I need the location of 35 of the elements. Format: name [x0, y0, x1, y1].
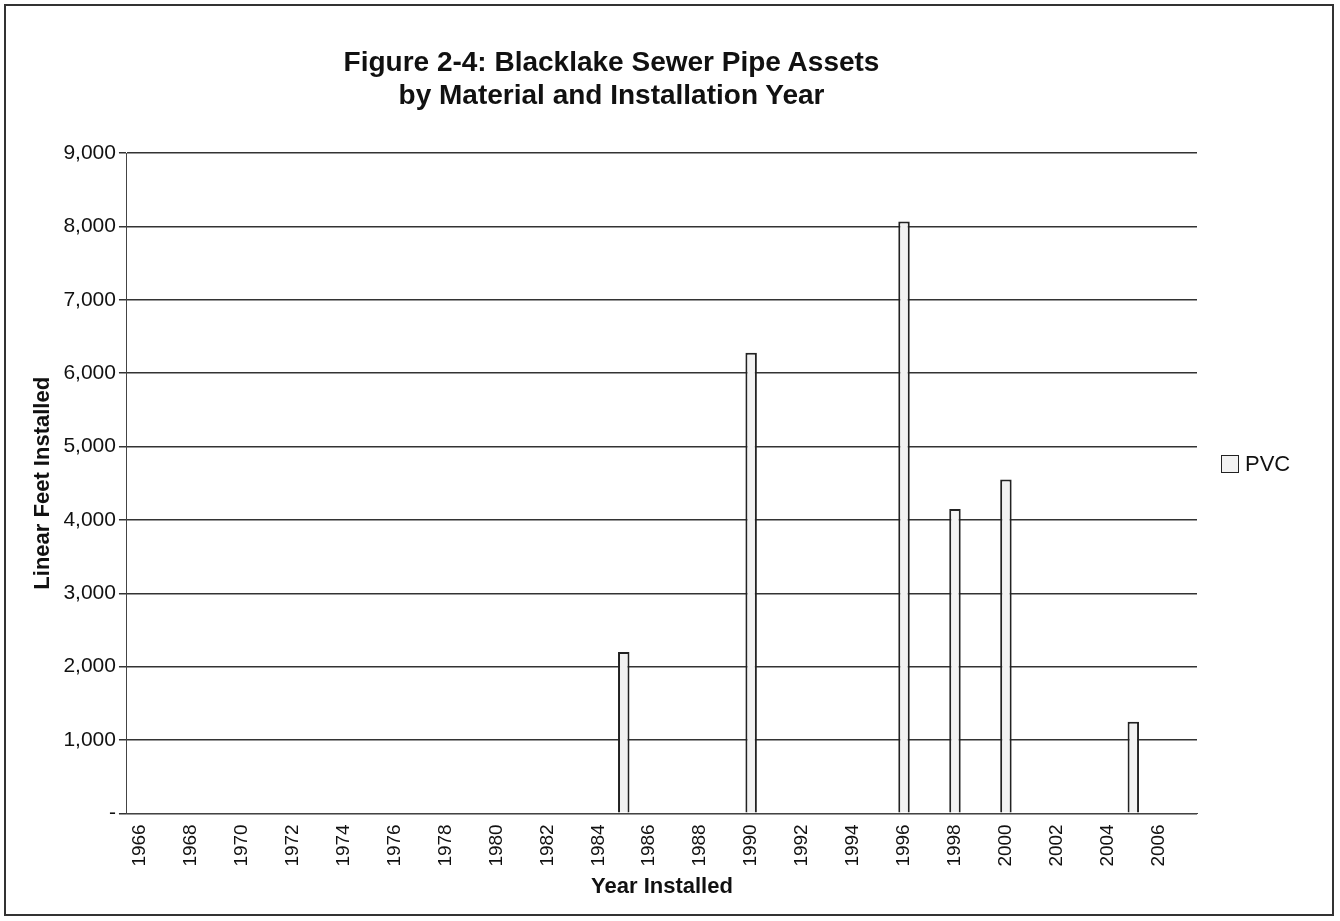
- text: PVC: [1245, 451, 1291, 477]
- x-tick-label: 1982: [535, 824, 557, 867]
- x-tick-label: 1988: [688, 824, 710, 867]
- y-tick-label: 8,000: [63, 213, 116, 237]
- y-tick-label: 5,000: [63, 433, 116, 457]
- x-tick-label: 1968: [178, 824, 200, 867]
- x-tick-label: 2004: [1096, 823, 1118, 867]
- x-tick-label: 1978: [433, 824, 455, 867]
- y-tick-label: 3,000: [63, 580, 116, 604]
- x-tick-label: 2006: [1147, 824, 1169, 867]
- x-tick-label: 1984: [586, 823, 608, 867]
- x-tick-label: 1990: [739, 824, 761, 867]
- x-tick-label: 1996: [892, 824, 914, 867]
- x-axis-title: Year Installed: [591, 872, 733, 898]
- y-tick-label: 9,000: [63, 140, 116, 163]
- x-tick-label: 1966: [127, 824, 149, 867]
- x-tick-label: 1970: [229, 824, 251, 867]
- y-tick-label: 7,000: [63, 286, 116, 310]
- x-tick-label: 2002: [1045, 824, 1067, 867]
- x-tick-label: 1986: [637, 824, 659, 867]
- x-tick-label: 1974: [331, 823, 353, 867]
- y-tick-label: 6,000: [63, 360, 116, 384]
- x-tick-label: 2000: [994, 824, 1016, 867]
- x-tick-label: 1976: [382, 824, 404, 867]
- x-tick-label: 1992: [790, 824, 812, 867]
- x-tick-label: 1998: [943, 824, 965, 867]
- x-tick-label: 1980: [484, 824, 506, 867]
- y-tick-label: 4,000: [63, 506, 116, 530]
- x-tick-label: 1972: [280, 824, 302, 867]
- x-tick-label: 1994: [841, 823, 863, 867]
- y-tick-label: 1,000: [63, 726, 116, 750]
- y-tick-label: 2,000: [63, 653, 116, 677]
- chart-title: Figure 2-4: Blacklake Sewer Pipe Assets by Material and Installation Year: [343, 45, 880, 111]
- y-tick-label: -: [108, 800, 116, 824]
- y-axis-title: Linear Feet Installed: [29, 376, 55, 590]
